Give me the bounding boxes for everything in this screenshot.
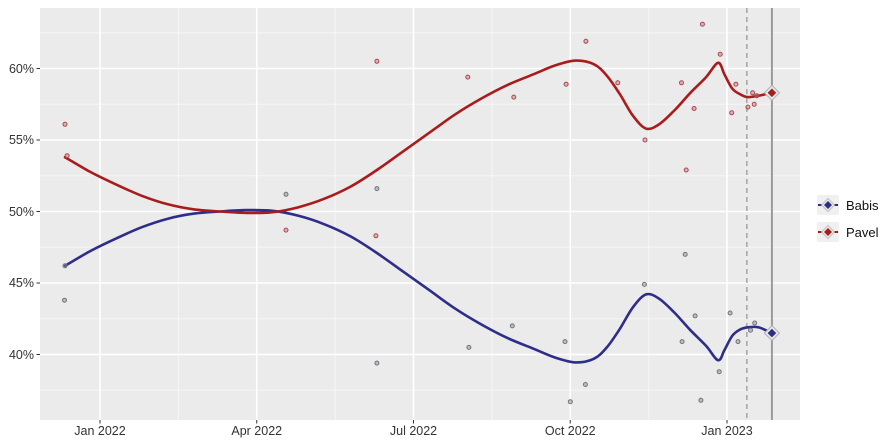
data-point-pavel bbox=[642, 137, 648, 143]
data-point-babis bbox=[682, 251, 688, 257]
data-point-babis bbox=[735, 339, 741, 345]
data-point-pavel bbox=[62, 121, 68, 127]
data-point-babis bbox=[641, 281, 647, 287]
data-point-pavel bbox=[699, 21, 705, 27]
data-point-babis bbox=[283, 191, 289, 197]
data-point-babis bbox=[692, 313, 698, 319]
data-point-pavel bbox=[465, 74, 471, 80]
legend-label-babis: Babis bbox=[846, 197, 879, 213]
data-point-pavel bbox=[729, 110, 735, 116]
data-point-babis bbox=[582, 382, 588, 387]
y-tick-label: 45% bbox=[8, 276, 34, 290]
data-point-pavel bbox=[733, 81, 739, 87]
data-point-babis bbox=[374, 186, 380, 192]
data-point-pavel bbox=[64, 153, 70, 159]
data-point-pavel bbox=[373, 233, 379, 239]
babis-legend-symbol bbox=[818, 197, 838, 213]
babis-diamond-icon bbox=[817, 195, 839, 215]
data-point-pavel bbox=[754, 93, 760, 99]
trend-line-pavel bbox=[63, 59, 774, 215]
data-point-pavel bbox=[563, 81, 569, 87]
data-point-pavel bbox=[683, 167, 689, 173]
data-point-pavel bbox=[583, 38, 589, 44]
pavel-diamond-icon bbox=[817, 222, 839, 242]
x-tick-label: Jan 2022 bbox=[74, 424, 126, 438]
x-tick-label: Jan 2023 bbox=[701, 424, 753, 438]
y-tick-label: 50% bbox=[8, 204, 34, 219]
data-point-pavel bbox=[691, 106, 697, 111]
x-tick-label: Oct 2022 bbox=[544, 424, 596, 438]
data-point-babis bbox=[752, 320, 758, 326]
legend-item-pavel: Pavel bbox=[817, 222, 879, 242]
y-tick-label: 60% bbox=[8, 61, 34, 76]
end-marker-babis bbox=[767, 328, 777, 338]
y-tick-label: 40% bbox=[8, 347, 34, 362]
data-point-pavel bbox=[679, 80, 684, 86]
y-tick-label: 55% bbox=[8, 133, 34, 147]
x-tick-label: Apr 2022 bbox=[231, 424, 283, 438]
data-point-pavel bbox=[283, 227, 289, 233]
data-point-pavel bbox=[717, 51, 723, 57]
data-point-babis bbox=[748, 327, 753, 333]
data-point-pavel bbox=[615, 80, 621, 86]
data-point-babis bbox=[509, 323, 515, 329]
pavel-legend-symbol bbox=[818, 224, 838, 240]
data-point-babis bbox=[716, 369, 722, 375]
data-point-babis bbox=[567, 399, 573, 405]
data-point-pavel bbox=[751, 101, 757, 107]
data-point-pavel bbox=[511, 94, 517, 100]
end-marker-pavel bbox=[767, 88, 777, 98]
data-point-babis bbox=[466, 344, 472, 350]
legend-label-pavel: Pavel bbox=[846, 224, 879, 240]
data-point-babis bbox=[679, 339, 685, 345]
x-tick-label: Jul 2022 bbox=[389, 424, 438, 438]
data-point-pavel bbox=[374, 58, 380, 64]
data-point-babis bbox=[62, 297, 67, 303]
data-point-babis bbox=[562, 339, 568, 345]
legend-item-babis: Babis bbox=[817, 195, 879, 215]
data-point-babis bbox=[374, 360, 380, 366]
data-point-pavel bbox=[750, 90, 756, 96]
data-point-pavel bbox=[745, 104, 751, 110]
data-point-babis bbox=[62, 263, 68, 269]
plot-background bbox=[40, 8, 800, 420]
data-point-babis bbox=[698, 397, 704, 403]
data-point-babis bbox=[727, 310, 733, 316]
legend: Babis Pavel bbox=[817, 195, 879, 242]
